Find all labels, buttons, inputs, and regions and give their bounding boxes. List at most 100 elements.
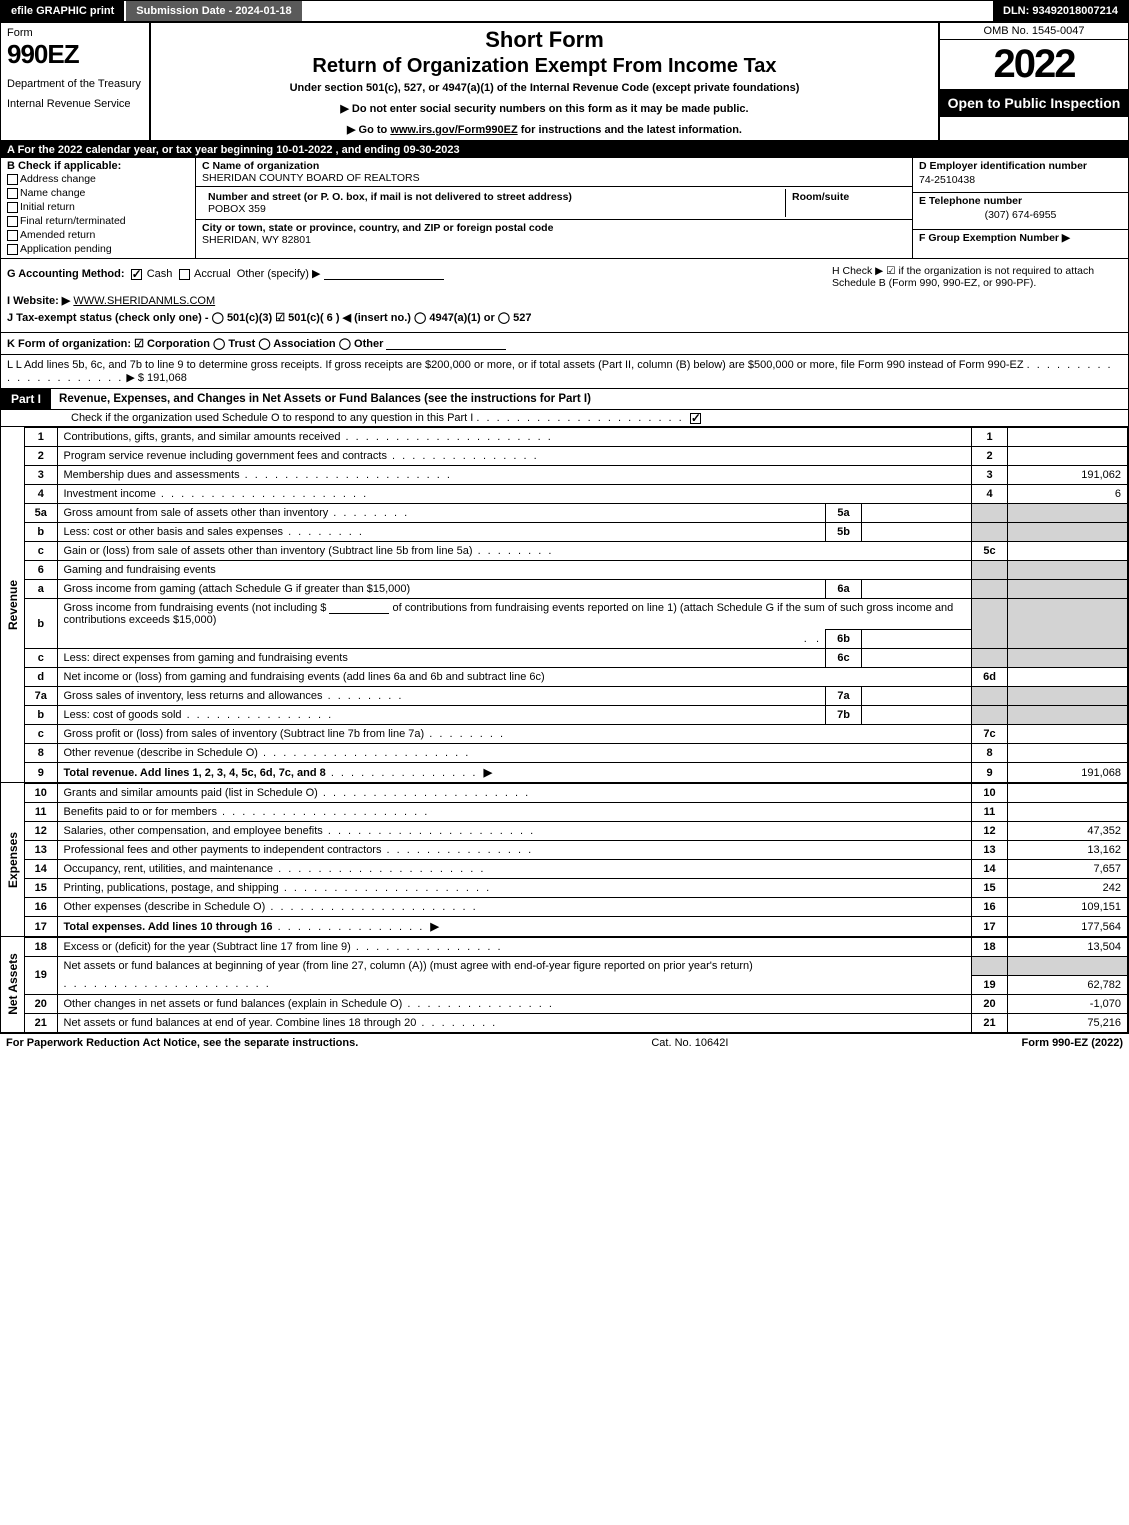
line-5a: 5aGross amount from sale of assets other…	[25, 504, 1128, 523]
note-link-post: for instructions and the latest informat…	[518, 124, 742, 136]
top-bar: efile GRAPHIC print Submission Date - 20…	[1, 1, 1128, 23]
other-org-input[interactable]	[386, 349, 506, 350]
address-label: Number and street (or P. O. box, if mail…	[208, 191, 779, 203]
phone-label: E Telephone number	[919, 195, 1122, 207]
org-name-block: C Name of organization SHERIDAN COUNTY B…	[196, 158, 912, 187]
subtitle: Under section 501(c), 527, or 4947(a)(1)…	[159, 82, 930, 94]
check-final-return[interactable]: Final return/terminated	[7, 214, 189, 228]
ein-label: D Employer identification number	[919, 160, 1122, 172]
check-initial-return[interactable]: Initial return	[7, 200, 189, 214]
line-21: 21Net assets or fund balances at end of …	[25, 1013, 1128, 1032]
form-number: 990EZ	[7, 39, 143, 70]
line-l-amount: ▶ $ 191,068	[126, 372, 186, 384]
check-cash[interactable]	[131, 269, 142, 280]
dept-treasury: Department of the Treasury	[7, 78, 143, 90]
line-6b: bGross income from fundraising events (n…	[25, 599, 1128, 630]
part-1-title: Revenue, Expenses, and Changes in Net As…	[51, 390, 599, 408]
expenses-block: Expenses 10Grants and similar amounts pa…	[1, 783, 1128, 937]
side-net-assets: Net Assets	[1, 937, 25, 1033]
tax-year: 2022	[940, 40, 1128, 89]
line-19: 19Net assets or fund balances at beginni…	[25, 957, 1128, 976]
line-2: 2Program service revenue including gover…	[25, 447, 1128, 466]
header-right: OMB No. 1545-0047 2022 Open to Public In…	[938, 23, 1128, 140]
line-6: 6Gaming and fundraising events	[25, 561, 1128, 580]
line-h: H Check ▶ ☑ if the organization is not r…	[822, 265, 1122, 289]
line-3: 3Membership dues and assessments3191,062	[25, 466, 1128, 485]
line-k-text: K Form of organization: ☑ Corporation ◯ …	[7, 338, 383, 350]
row-g-h: G Accounting Method: Cash Accrual Other …	[1, 259, 1128, 333]
line-g-label: G Accounting Method:	[7, 268, 125, 280]
website-value[interactable]: WWW.SHERIDANMLS.COM	[73, 295, 215, 307]
line-18: 18Excess or (deficit) for the year (Subt…	[25, 938, 1128, 957]
irs-link[interactable]: www.irs.gov/Form990EZ	[390, 124, 517, 136]
org-name-value: SHERIDAN COUNTY BOARD OF REALTORS	[202, 172, 906, 184]
line-6b-sub: . .6b	[25, 630, 1128, 649]
line-7c: cGross profit or (loss) from sales of in…	[25, 725, 1128, 744]
line-10: 10Grants and similar amounts paid (list …	[25, 784, 1128, 803]
line-i: I Website: ▶ WWW.SHERIDANMLS.COM	[7, 292, 822, 309]
line-6a: aGross income from gaming (attach Schedu…	[25, 580, 1128, 599]
header-left: Form 990EZ Department of the Treasury In…	[1, 23, 151, 140]
part-1-tab: Part I	[1, 389, 51, 409]
side-expenses: Expenses	[1, 783, 25, 937]
check-amended-return[interactable]: Amended return	[7, 228, 189, 242]
footer-right: Form 990-EZ (2022)	[1022, 1037, 1124, 1049]
section-b: B Check if applicable: Address change Na…	[1, 158, 196, 258]
line-13: 13Professional fees and other payments t…	[25, 841, 1128, 860]
line-5c: cGain or (loss) from sale of assets othe…	[25, 542, 1128, 561]
line-15: 15Printing, publications, postage, and s…	[25, 879, 1128, 898]
check-name-change[interactable]: Name change	[7, 186, 189, 200]
header-center: Short Form Return of Organization Exempt…	[151, 23, 938, 140]
form-header: Form 990EZ Department of the Treasury In…	[1, 23, 1128, 142]
ein-value: 74-2510438	[919, 172, 1122, 192]
note-ssn: ▶ Do not enter social security numbers o…	[159, 102, 930, 115]
check-accrual[interactable]	[179, 269, 190, 280]
check-address-change[interactable]: Address change	[7, 172, 189, 186]
check-application-pending[interactable]: Application pending	[7, 242, 189, 256]
dept-irs: Internal Revenue Service	[7, 98, 143, 110]
line-14: 14Occupancy, rent, utilities, and mainte…	[25, 860, 1128, 879]
net-assets-block: Net Assets 18Excess or (deficit) for the…	[1, 937, 1128, 1033]
part-1-header: Part I Revenue, Expenses, and Changes in…	[1, 389, 1128, 410]
revenue-block: Revenue 1Contributions, gifts, grants, a…	[1, 427, 1128, 783]
line-l: L L Add lines 5b, 6c, and 7b to line 9 t…	[1, 355, 1128, 389]
title-short-form: Short Form	[159, 27, 930, 53]
phone-value: (307) 674-6955	[919, 207, 1122, 227]
org-name-label: C Name of organization	[202, 160, 906, 172]
expenses-table: 10Grants and similar amounts paid (list …	[25, 783, 1128, 937]
line-6c: cLess: direct expenses from gaming and f…	[25, 649, 1128, 668]
city-block: City or town, state or province, country…	[196, 220, 912, 248]
address-value: POBOX 359	[208, 203, 779, 215]
note-link: ▶ Go to www.irs.gov/Form990EZ for instru…	[159, 123, 930, 136]
other-specify-input[interactable]	[324, 279, 444, 280]
check-schedule-o[interactable]	[690, 413, 701, 424]
line-j-text: J Tax-exempt status (check only one) - ◯…	[7, 312, 532, 324]
line-19b: 1962,782	[25, 975, 1128, 994]
city-value: SHERIDAN, WY 82801	[202, 234, 906, 246]
line-16: 16Other expenses (describe in Schedule O…	[25, 898, 1128, 917]
section-b-c-d-row: B Check if applicable: Address change Na…	[1, 158, 1128, 259]
footer-left: For Paperwork Reduction Act Notice, see …	[6, 1037, 358, 1049]
side-revenue: Revenue	[1, 427, 25, 783]
public-inspection-badge: Open to Public Inspection	[940, 89, 1128, 117]
line-20: 20Other changes in net assets or fund ba…	[25, 994, 1128, 1013]
title-return: Return of Organization Exempt From Incom…	[159, 55, 930, 78]
efile-print-button[interactable]: efile GRAPHIC print	[1, 1, 126, 21]
line-6d: dNet income or (loss) from gaming and fu…	[25, 668, 1128, 687]
section-c: C Name of organization SHERIDAN COUNTY B…	[196, 158, 913, 258]
line-8: 8Other revenue (describe in Schedule O)8	[25, 744, 1128, 763]
room-label: Room/suite	[792, 191, 900, 203]
section-a: A For the 2022 calendar year, or tax yea…	[1, 142, 1128, 158]
form-label: Form	[7, 27, 143, 39]
line-7b: bLess: cost of goods sold7b	[25, 706, 1128, 725]
line-11: 11Benefits paid to or for members11	[25, 803, 1128, 822]
submission-date-button[interactable]: Submission Date - 2024-01-18	[126, 1, 303, 21]
city-label: City or town, state or province, country…	[202, 222, 906, 234]
line-12: 12Salaries, other compensation, and empl…	[25, 822, 1128, 841]
form-container: efile GRAPHIC print Submission Date - 20…	[0, 0, 1129, 1034]
line-g: G Accounting Method: Cash Accrual Other …	[7, 265, 822, 282]
group-exemption-label: F Group Exemption Number ▶	[919, 232, 1122, 244]
line-l-text: L Add lines 5b, 6c, and 7b to line 9 to …	[16, 359, 1024, 371]
net-assets-table: 18Excess or (deficit) for the year (Subt…	[25, 937, 1128, 1033]
line-j: J Tax-exempt status (check only one) - ◯…	[7, 309, 822, 326]
